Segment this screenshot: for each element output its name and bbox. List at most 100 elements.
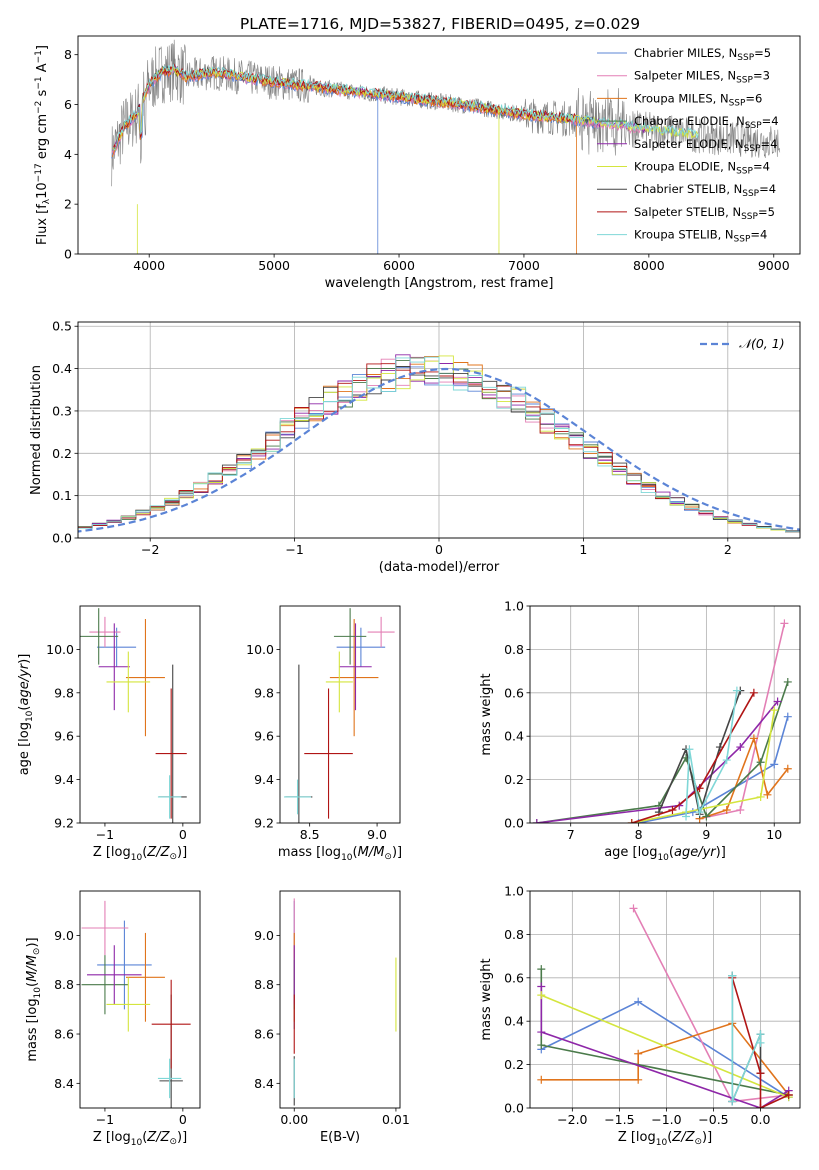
x-tick-label: 5000 (258, 258, 290, 273)
y-tick-label: 0.4 (504, 1014, 524, 1029)
label-subscript: ⊙ (694, 1137, 702, 1147)
y-tick-label: 9.2 (254, 816, 274, 831)
label-subscript: ⊙ (169, 1137, 177, 1147)
x-axis-label-text: (data-model)/error (379, 560, 500, 575)
y-tick-label: 0.6 (504, 685, 524, 700)
label-part: Z (160, 1130, 171, 1145)
y-axis-label: mass weight (479, 673, 494, 755)
axes-age_vs_Z: −1 09.29.49.69.810.0Z [log10(Z/Z⊙)]age [l… (17, 605, 201, 863)
x-tick-label: 0 (179, 827, 187, 842)
weight-marker-3 (537, 965, 546, 974)
label-subscript: ⊙ (169, 852, 177, 862)
weight-marker-8 (682, 812, 691, 821)
weight-marker-8 (756, 1030, 765, 1039)
y-tick-label: 9.6 (254, 729, 274, 744)
y-axis-label: mass [log10(M/M⊙)] (25, 937, 43, 1061)
x-tick-label: 6000 (383, 258, 415, 273)
x-tick-label: 7 (567, 827, 575, 842)
weight-marker-5 (770, 706, 779, 715)
axes-frame (529, 890, 801, 1109)
label-subscript: SSP (744, 144, 761, 154)
y-tick-label: 8.6 (254, 1027, 274, 1042)
label-part: ] (35, 45, 50, 50)
x-axis-label: (data-model)/error (379, 560, 500, 575)
label-subscript: SSP (736, 76, 753, 86)
weight-series-4 (536, 700, 779, 823)
plot-area (80, 608, 187, 823)
figure-title: PLATE=1716, MJD=53827, FIBERID=0495, z=0… (240, 15, 640, 33)
x-axis-label-text: E(B-V) (320, 1130, 360, 1145)
y-tick-label: 0.1 (52, 488, 72, 503)
plot-area (537, 904, 793, 1108)
axes-residuals: −2 −1 0 1 2 0.0 0.1 0.2 0.3 0.4 0.5 𝒩(0, 1) (data-mo… (29, 319, 801, 575)
axes-mass_vs_EBV: 0.00 0.01 8.4 8.6 8.8 9.0 E(B-V) (254, 890, 410, 1145)
histogram-series-8 (78, 356, 800, 533)
y-axis-label: Flux [fλ10−17 erg cm−2 s−1 A−1] (34, 45, 52, 245)
y-tick-label: 0.5 (52, 319, 72, 334)
x-tick-label: 0.00 (280, 1112, 308, 1127)
x-axis-label: age [log10(age/yr)] (604, 845, 726, 863)
y-axis-label: mass weight (479, 958, 494, 1040)
legend-count: =4 (761, 137, 778, 151)
weight-marker-8 (695, 808, 704, 817)
weight-marker-3 (537, 1041, 546, 1050)
plot-area (293, 898, 397, 1106)
weight-marker-7 (749, 688, 758, 697)
legend-count: =4 (753, 160, 770, 174)
legend-count: =4 (762, 114, 779, 128)
y-tick-label: 0.2 (52, 446, 72, 461)
x-tick-label: 1 (579, 542, 587, 557)
x-axis-label: mass [log10(M/M⊙)] (278, 845, 402, 863)
legend-model: Kroupa STELIB (634, 228, 718, 242)
y-axis-label-text: mass [log (25, 998, 40, 1061)
legend-label: Salpeter MILES, NSSP=3 (634, 69, 770, 86)
label-part: s (35, 89, 50, 100)
x-tick-label: 8000 (633, 258, 665, 273)
weight-marker-7 (627, 819, 636, 823)
y-axis-label-text: Flux [f (35, 204, 50, 245)
y-axis-label: age [log10(age/yr)] (17, 654, 35, 776)
label-part: /yr (697, 845, 717, 860)
plot-area (284, 608, 395, 823)
weight-marker-4 (675, 801, 684, 810)
weight-marker-7 (756, 1069, 765, 1078)
x-tick-label: 0 (435, 542, 443, 557)
weight-marker-7 (756, 1104, 765, 1108)
label-part: 10 (35, 182, 50, 199)
weight-marker-2 (634, 1075, 643, 1084)
weight-marker-8 (728, 1097, 737, 1106)
weight-marker-8 (722, 756, 731, 765)
weight-marker-2 (722, 805, 731, 814)
label-part: Z (671, 1130, 682, 1145)
y-tick-label: 9.4 (254, 772, 274, 787)
y-tick-label: 0.0 (504, 1101, 524, 1116)
label-subscript: 10 (341, 853, 353, 863)
label-part: ( (17, 706, 32, 711)
weight-marker-2 (537, 1075, 546, 1084)
label-subscript: SSP (736, 167, 753, 177)
x-tick-label: −1 (96, 827, 114, 842)
legend-model: Chabrier ELODIE (634, 114, 729, 128)
label-part: Z (685, 1130, 696, 1145)
legend-count: =4 (750, 228, 767, 242)
label-subscript: 10 (33, 987, 43, 999)
y-tick-label: 9.8 (254, 685, 274, 700)
x-tick-label: 0.0 (751, 1112, 771, 1127)
label-part: )] (177, 845, 187, 860)
x-tick-label: 10 (766, 827, 782, 842)
x-tick-label: 9000 (758, 258, 790, 273)
weight-series-5 (540, 994, 790, 1098)
y-tick-label: 0.3 (52, 403, 72, 418)
label-part: Z (146, 1130, 157, 1145)
label-part: , N (713, 91, 729, 105)
weight-series-8 (731, 975, 762, 1102)
x-tick-label: −2.0 (557, 1112, 587, 1127)
weight-series-7 (731, 977, 790, 1108)
x-tick-label: −1.0 (651, 1112, 681, 1127)
plot-area (81, 900, 191, 1108)
label-subscript: 10 (25, 710, 35, 722)
weight-marker-7 (668, 805, 677, 814)
y-axis-label: Normed distribution (29, 365, 44, 495)
x-axis-label-text: mass [log (278, 845, 341, 860)
